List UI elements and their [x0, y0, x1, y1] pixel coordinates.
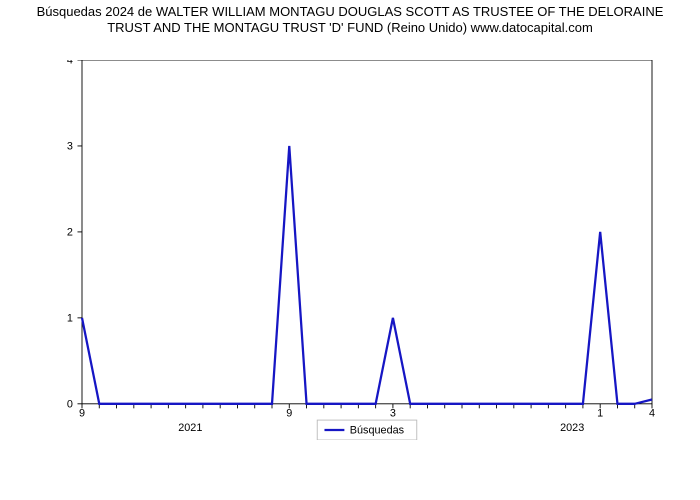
ytick-label: 1	[67, 312, 73, 324]
title-line-2: TRUST AND THE MONTAGU TRUST 'D' FUND (Re…	[107, 20, 593, 35]
ytick-label: 2	[67, 227, 73, 239]
data-line	[82, 146, 652, 404]
ytick-label: 4	[67, 60, 73, 67]
x-value-label: 4	[649, 407, 655, 419]
x-value-label: 3	[390, 407, 396, 419]
ytick-label: 3	[67, 141, 73, 153]
x-value-label: 1	[597, 407, 603, 419]
x-year-label: 2023	[560, 422, 584, 434]
chart-title: Búsquedas 2024 de WALTER WILLIAM MONTAGU…	[0, 4, 700, 37]
x-value-label: 9	[79, 407, 85, 419]
x-value-label: 9	[286, 407, 292, 419]
plot-border	[82, 60, 652, 404]
legend-label: Búsquedas	[350, 425, 405, 437]
title-line-1: Búsquedas 2024 de WALTER WILLIAM MONTAGU…	[37, 4, 664, 19]
line-chart: 0123420212022202399314Búsquedas	[52, 60, 682, 440]
ytick-label: 0	[67, 398, 73, 410]
x-year-label: 2021	[178, 422, 202, 434]
